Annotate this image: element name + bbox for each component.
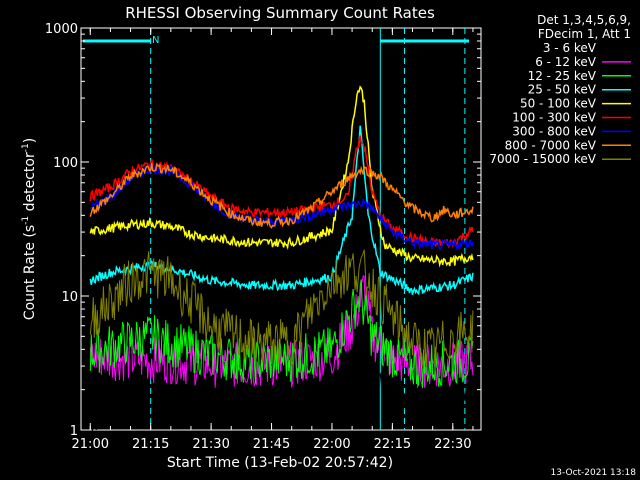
y-label-sup-2: -1 [21,143,31,152]
legend-label: 25 - 50 keV [528,83,597,97]
x-tick-label: 22:15 [374,437,411,452]
y-label-part-2: detector [22,152,38,216]
series-line-8 [89,249,474,369]
y-axis-label: Count Rate (s-1 detector-1) [21,138,38,320]
series-layer [89,85,474,432]
legend-label: 300 - 800 keV [512,124,596,138]
chart-title: RHESSI Observing Summary Count Rates [125,4,435,22]
legend-label: 800 - 7000 keV [505,138,597,152]
plot-frame [80,27,482,431]
legend: Det 1,3,4,5,6,9, FDecim 1, Att 1 3 - 6 k… [489,13,631,166]
flag-label: N [152,35,159,46]
legend-header-line-1: Det 1,3,4,5,6,9, [537,13,631,27]
y-axis: 1 10 100 1000 [45,22,481,439]
x-tick-label: 21:00 [72,437,109,452]
y-tick-label: 1 [70,424,78,439]
x-axis: 21:00 21:15 21:30 21:45 22:00 22:15 22:30 [72,28,474,452]
legend-label: 100 - 300 keV [512,111,596,125]
x-axis-label: Start Time (13-Feb-02 20:57:42) [167,455,393,471]
x-tick-label: 21:15 [132,437,169,452]
legend-label: 7000 - 15000 keV [489,152,596,166]
y-tick-label: 10 [61,290,78,305]
x-tick-label: 22:30 [434,437,471,452]
x-tick-label: 22:00 [313,437,350,452]
y-label-part-3: ) [22,138,38,143]
y-tick-label: 100 [53,156,78,171]
legend-label: 50 - 100 keV [520,97,597,111]
legend-label: 6 - 12 keV [535,55,597,69]
timestamp: 13-Oct-2021 13:18 [551,468,637,478]
legend-header-line-2: FDecim 1, Att 1 [538,27,631,41]
series-line-4 [89,85,474,268]
series-line-7 [89,163,474,229]
x-tick-label: 21:30 [192,437,229,452]
legend-label: 3 - 6 keV [543,41,597,55]
legend-label: 12 - 25 keV [528,69,597,83]
y-tick-label: 1000 [45,22,78,37]
y-label-part-1: Count Rate (s [22,225,38,320]
y-label-sup-1: -1 [21,216,31,225]
x-tick-label: 21:45 [253,437,290,452]
